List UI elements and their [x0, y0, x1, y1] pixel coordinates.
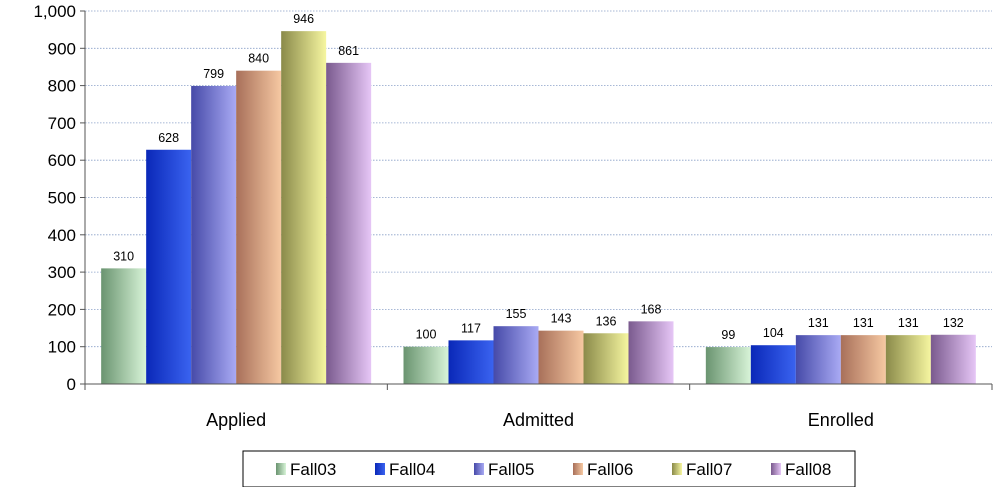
legend-label-fall03: Fall03: [290, 460, 336, 479]
data-label: 131: [898, 316, 919, 330]
legend-swatch-fall03: [276, 463, 286, 475]
y-tick-label: 400: [48, 226, 76, 245]
data-label: 100: [416, 328, 437, 342]
bar-fall07-admitted: [583, 333, 629, 384]
x-category-label: Applied: [206, 410, 266, 430]
bar-fall05-applied: [191, 85, 237, 385]
axes: 0 100 200 300 400 500 600 700 800 900 1,000 Applied…: [33, 2, 993, 430]
bar-fall08-applied: [326, 62, 372, 385]
data-label: 136: [596, 314, 617, 328]
legend-swatch-fall06: [573, 463, 583, 475]
legend-swatch-fall08: [771, 463, 781, 475]
legend-box: [242, 450, 856, 488]
data-label: 132: [943, 316, 964, 330]
bar-fall03-enrolled: [705, 347, 751, 384]
bar-fall06-admitted: [538, 330, 584, 384]
data-label: 117: [461, 321, 481, 335]
data-label: 310: [113, 249, 134, 263]
bar-fall07-applied: [281, 31, 327, 385]
y-tick-label: 600: [48, 151, 76, 170]
bar-fall06-enrolled: [840, 335, 886, 384]
legend-label-fall05: Fall05: [488, 460, 534, 479]
legend-label-fall04: Fall04: [389, 460, 435, 479]
data-label: 946: [293, 12, 314, 26]
bar-fall05-admitted: [493, 326, 539, 384]
bar-fall04-applied: [146, 149, 192, 384]
x-category-label: Admitted: [503, 410, 574, 430]
legend-label-fall08: Fall08: [785, 460, 831, 479]
bar-fall06-applied: [236, 70, 282, 385]
bar-fall03-admitted: [403, 346, 449, 384]
legend-swatch-fall07: [672, 463, 682, 475]
y-tick-label: 200: [48, 300, 76, 319]
legend-swatch-fall04: [375, 463, 385, 475]
data-label: 99: [721, 328, 735, 342]
x-category-label: Enrolled: [808, 410, 874, 430]
bar-fall04-enrolled: [750, 345, 796, 384]
y-tick-label: 700: [48, 114, 76, 133]
y-tick-label: 800: [48, 77, 76, 96]
bar-fall04-admitted: [448, 340, 494, 384]
data-label: 799: [203, 67, 224, 81]
y-tick-label: 100: [48, 338, 76, 357]
y-tick-label: 0: [67, 375, 76, 394]
bar-fall07-enrolled: [885, 335, 931, 384]
data-label: 143: [551, 312, 572, 326]
data-label: 131: [853, 316, 874, 330]
legend-label-fall06: Fall06: [587, 460, 633, 479]
legend: Fall03 Fall04 Fall05 Fall06 Fall07 Fall08: [242, 450, 856, 488]
data-label: 840: [248, 52, 269, 66]
data-label: 131: [808, 316, 829, 330]
y-tick-label: 900: [48, 39, 76, 58]
bar-fall08-admitted: [628, 321, 674, 384]
y-tick-label: 1,000: [33, 2, 76, 21]
y-tick-label: 300: [48, 263, 76, 282]
legend-swatch-fall05: [474, 463, 484, 475]
y-tick-label: 500: [48, 189, 76, 208]
bar-fall03-applied: [101, 268, 147, 384]
data-label: 628: [158, 131, 179, 145]
legend-label-fall07: Fall07: [686, 460, 732, 479]
data-label: 104: [763, 326, 784, 340]
bars: [101, 31, 976, 385]
bar-fall08-enrolled: [930, 334, 976, 384]
data-label: 861: [338, 44, 359, 58]
data-label: 155: [506, 307, 527, 321]
data-labels: 310 628 799 840 946 861 100 117 155 143 136 168 99 10…: [113, 12, 964, 342]
bar-fall05-enrolled: [795, 335, 841, 384]
data-label: 168: [641, 302, 662, 316]
